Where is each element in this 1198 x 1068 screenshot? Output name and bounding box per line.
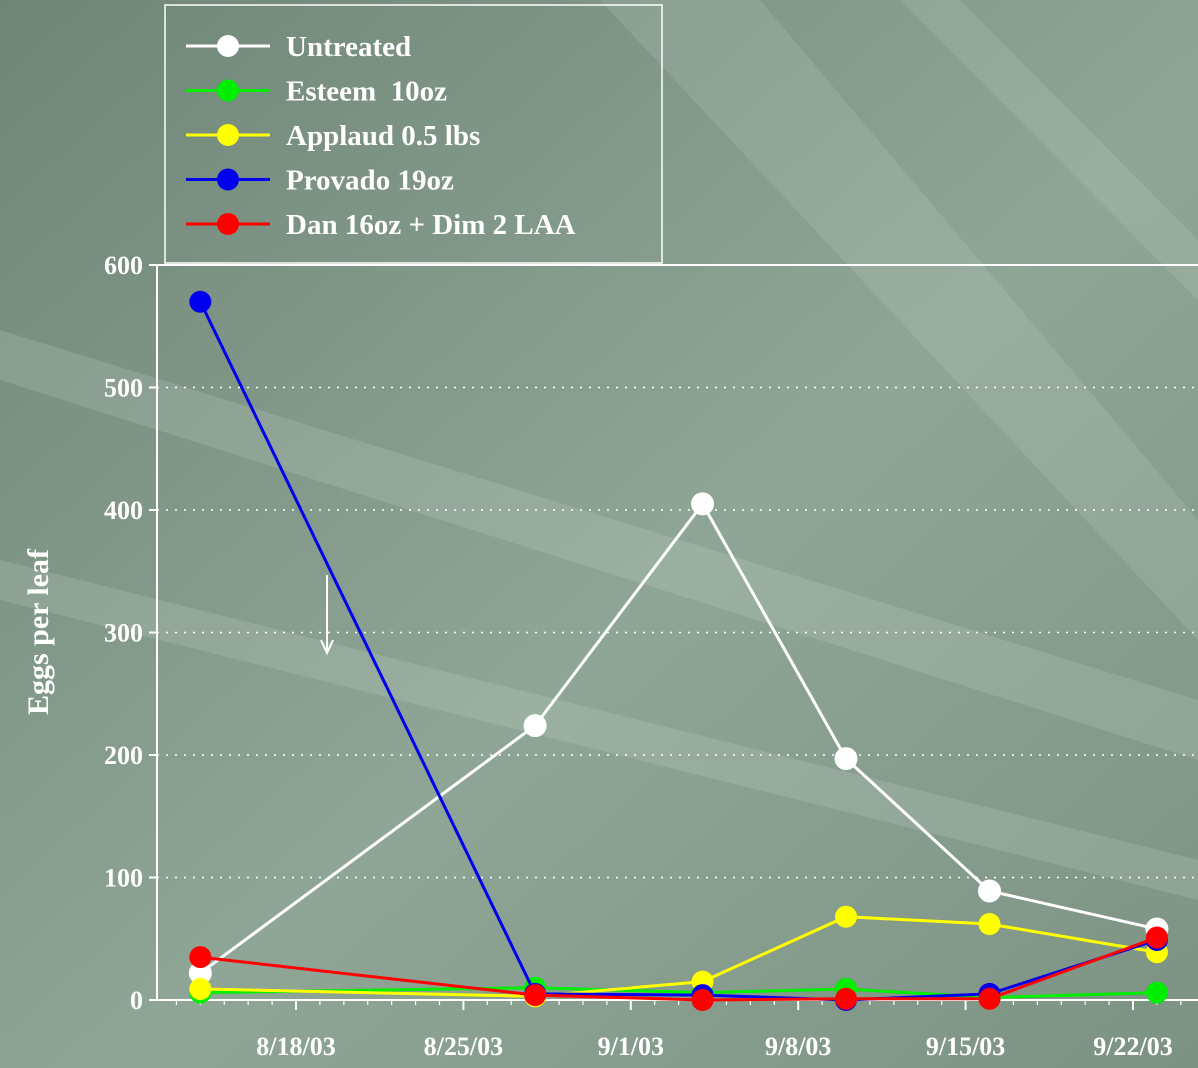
x-tick-label: 9/22/03 (1093, 1032, 1172, 1061)
legend-label: Provado 19oz (286, 165, 454, 197)
data-point (189, 290, 212, 313)
series-line (199, 501, 1158, 975)
x-tick-label: 8/18/03 (256, 1032, 335, 1061)
legend-marker (217, 35, 239, 57)
background-streaks (0, 0, 1198, 900)
series-line (198, 301, 1158, 1002)
x-tick-label: 9/15/03 (926, 1032, 1005, 1061)
legend-item: Dan 16oz + Dim 2 LAA (186, 209, 576, 241)
series-line (200, 915, 1158, 998)
y-tick-label: 300 (104, 619, 143, 648)
series-group (188, 290, 1169, 1011)
legend-marker (217, 79, 239, 102)
data-point (523, 714, 547, 738)
data-point (978, 987, 1001, 1010)
y-tick-label: 500 (104, 374, 143, 403)
y-tick-label: 100 (104, 864, 143, 893)
y-tick-label: 0 (130, 986, 143, 1015)
data-point (524, 984, 547, 1007)
legend-item: Applaud 0.5 lbs (186, 120, 480, 152)
y-tick-label: 400 (104, 496, 143, 525)
data-point (691, 492, 715, 516)
legend-marker (217, 168, 239, 191)
data-point (189, 946, 212, 969)
data-point (1145, 926, 1168, 949)
legend-item: Esteem 10oz (186, 76, 447, 108)
legend: Untreated Esteem 10oz Applaud 0.5 lbs Prova… (164, 4, 663, 264)
legend-label: Esteem 10oz (286, 76, 447, 108)
legend-box (164, 4, 663, 264)
y-tick-label: 200 (104, 741, 143, 770)
x-tick-label: 8/25/03 (424, 1032, 503, 1061)
data-point (834, 747, 858, 771)
x-tick-label: 9/8/03 (765, 1032, 831, 1061)
legend-item: Untreated (186, 31, 411, 63)
x-tick-label: 9/1/03 (598, 1032, 664, 1061)
x-axis-ticks: 8/18/03 8/25/03 9/1/03 9/8/03 9/15/03 9/22/03 (175, 1000, 1182, 1061)
legend-marker (217, 213, 239, 235)
legend-label: Untreated (286, 31, 411, 63)
data-point (1145, 981, 1168, 1004)
legend-label: Applaud 0.5 lbs (286, 120, 480, 152)
data-point (189, 977, 212, 1000)
data-point (835, 905, 858, 928)
y-tick-label: 600 (104, 251, 143, 280)
series-4 (189, 926, 1168, 1011)
y-axis-ticks: 0 100 200 300 400 500 600 (104, 251, 157, 1015)
y-axis-label: Eggs per leaf (22, 548, 55, 715)
series-line (200, 936, 1158, 1002)
data-point (835, 987, 858, 1010)
legend-marker (217, 124, 239, 146)
data-point (691, 989, 714, 1011)
data-point (978, 913, 1001, 936)
legend-label: Dan 16oz + Dim 2 LAA (286, 209, 576, 241)
legend-item: Provado 19oz (186, 165, 454, 197)
annotation-arrow (320, 575, 334, 656)
data-point (978, 879, 1002, 903)
